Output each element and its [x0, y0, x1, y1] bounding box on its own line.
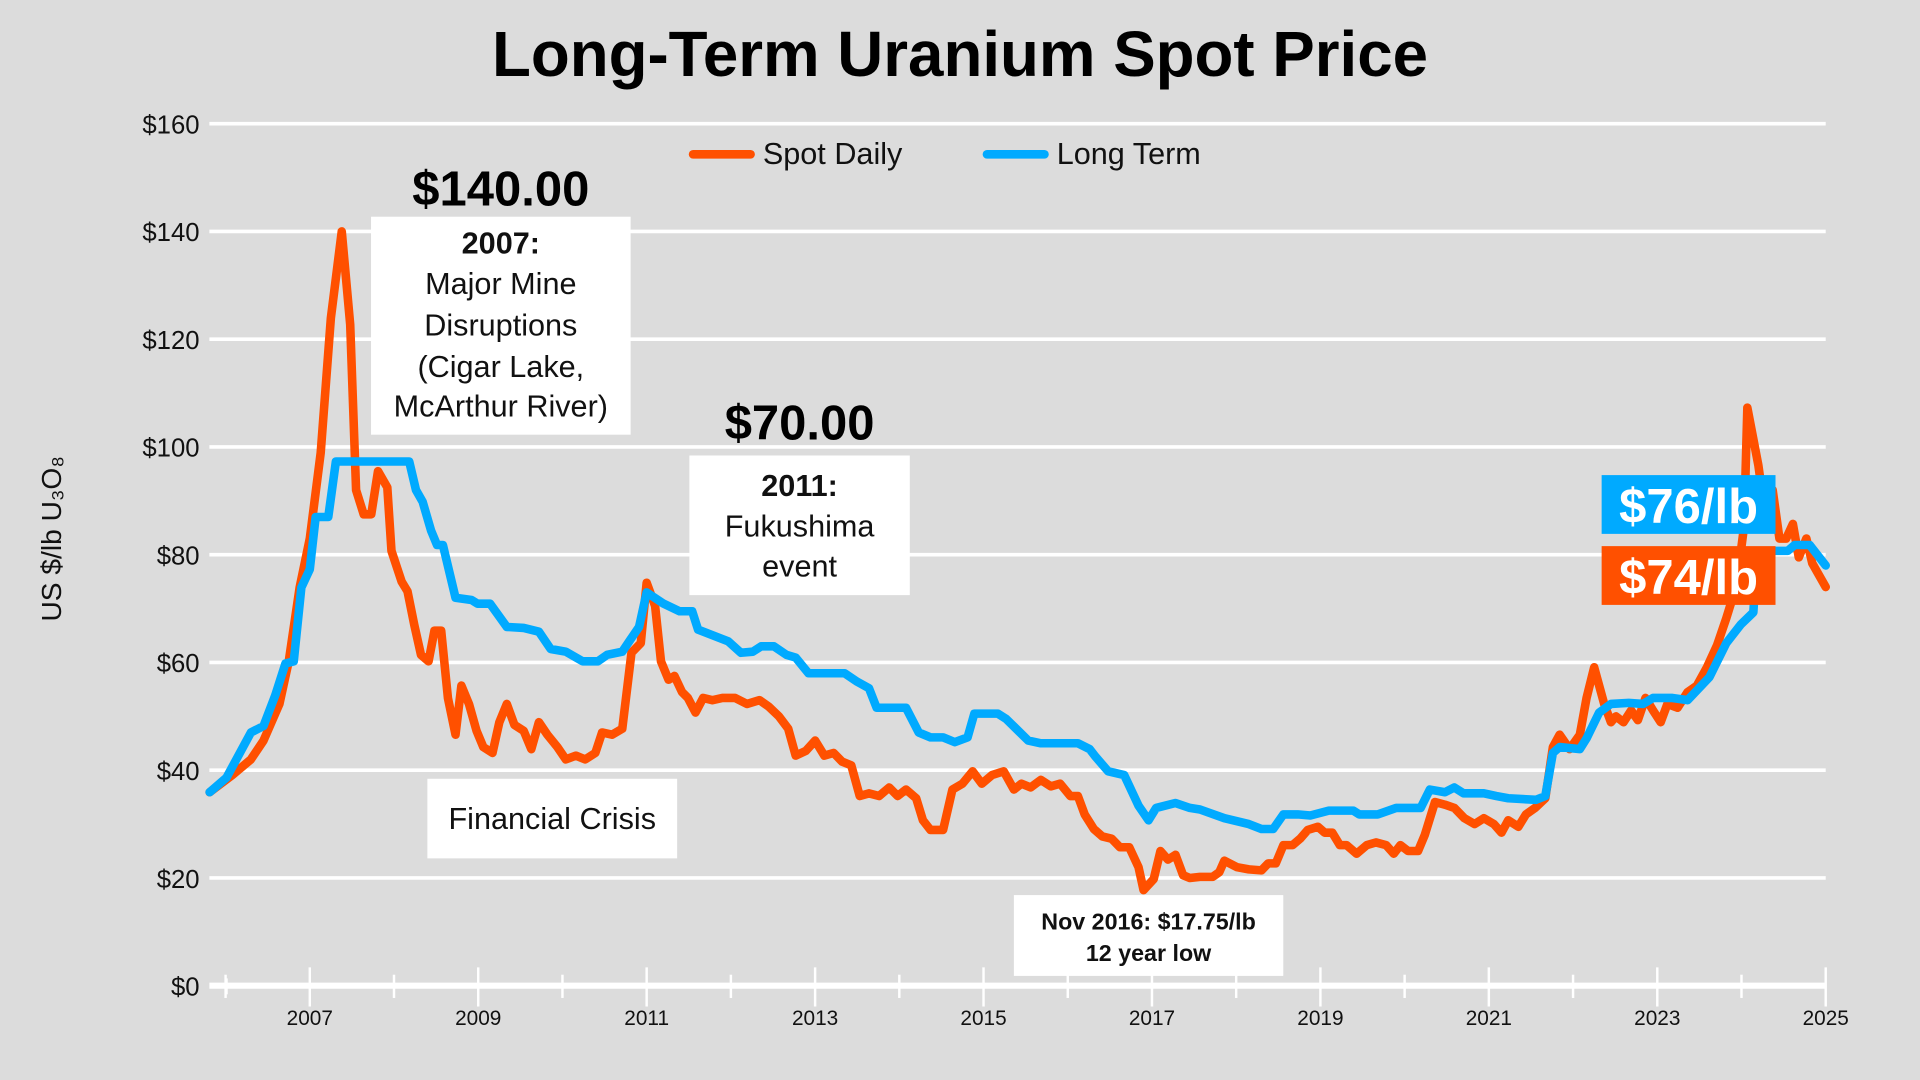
legend: Spot Daily Long Term — [688, 137, 1201, 171]
series-line-long-term — [205, 457, 1830, 834]
y-tick-label: $100 — [142, 435, 199, 463]
x-tick-label: 2019 — [1297, 1007, 1343, 1030]
annotation-text: Financial Crisis — [448, 802, 656, 836]
y-tick-label: $80 — [157, 542, 200, 570]
annotation-line: Nov 2016: $17.75/lb — [1041, 908, 1256, 934]
peak-2007-value: $140.00 — [412, 163, 589, 217]
tag-background — [1601, 475, 1776, 534]
annotation-box — [1013, 895, 1284, 976]
tag-text: $76/lb — [1619, 480, 1758, 534]
series-lines — [205, 227, 1830, 895]
annotation-line: McArthur River) — [394, 389, 608, 423]
annotation-box — [427, 778, 678, 859]
chart-title: Long-Term Uranium Spot Price — [492, 19, 1428, 90]
y-tick-labels: $0 $20 $40 $60 $80 $100 $120 $140 $160 — [142, 111, 199, 1001]
x-tick-label: 2009 — [455, 1007, 501, 1030]
x-axis: 2007 2009 2011 2013 2015 2017 2019 2021 2023 2025 — [224, 967, 1849, 1030]
annotation-2011: $70.00 2011: Fukushima event — [689, 397, 910, 596]
annotation-box — [371, 216, 631, 435]
annotation-2016-low: Nov 2016: $17.75/lb 12 year low — [1013, 895, 1284, 976]
current-long-term-tag: $76/lb — [1601, 475, 1776, 534]
x-tick-label: 2011 — [624, 1007, 669, 1030]
annotation-financial-crisis: Financial Crisis — [427, 778, 678, 859]
annotation-line: Fukushima — [725, 509, 876, 543]
y-tick-label: $160 — [142, 111, 199, 139]
x-tick-label: 2017 — [1129, 1007, 1175, 1030]
annotation-2007: $140.00 2007: Major Mine Disruptions (Ci… — [371, 163, 631, 435]
x-tick-label: 2021 — [1466, 1007, 1512, 1030]
x-tick-label: 2025 — [1803, 1007, 1849, 1030]
series-line-spot-daily — [205, 227, 1830, 895]
current-spot-tag: $74/lb — [1601, 546, 1776, 605]
x-tick-label: 2015 — [960, 1007, 1006, 1030]
y-tick-label: $0 — [171, 974, 200, 1002]
y-tick-label: $60 — [157, 650, 200, 678]
x-tick-label: 2023 — [1634, 1007, 1680, 1030]
x-tick-label: 2007 — [287, 1007, 333, 1030]
peak-2011-value: $70.00 — [725, 397, 875, 451]
annotation-heading: 2011: — [761, 469, 838, 503]
annotation-line: Major Mine — [425, 267, 576, 301]
y-axis-label: US $/lb U₃O₈ — [36, 456, 67, 622]
y-tick-label: $140 — [142, 219, 199, 247]
legend-label-long-term: Long Term — [1057, 137, 1201, 171]
annotation-line: 12 year low — [1086, 940, 1212, 966]
tag-background — [1601, 546, 1776, 605]
annotation-line: event — [762, 550, 837, 584]
x-tick-label: 2013 — [792, 1007, 838, 1030]
legend-label-spot-daily: Spot Daily — [763, 137, 903, 171]
annotation-box — [689, 455, 910, 596]
annotation-line: Disruptions — [424, 309, 577, 343]
annotation-heading: 2007: — [462, 226, 540, 260]
tag-text: $74/lb — [1619, 551, 1758, 605]
y-tick-label: $20 — [157, 866, 200, 894]
annotation-line: (Cigar Lake, — [417, 350, 584, 384]
y-tick-label: $120 — [142, 327, 199, 355]
y-tick-label: $40 — [157, 758, 200, 786]
